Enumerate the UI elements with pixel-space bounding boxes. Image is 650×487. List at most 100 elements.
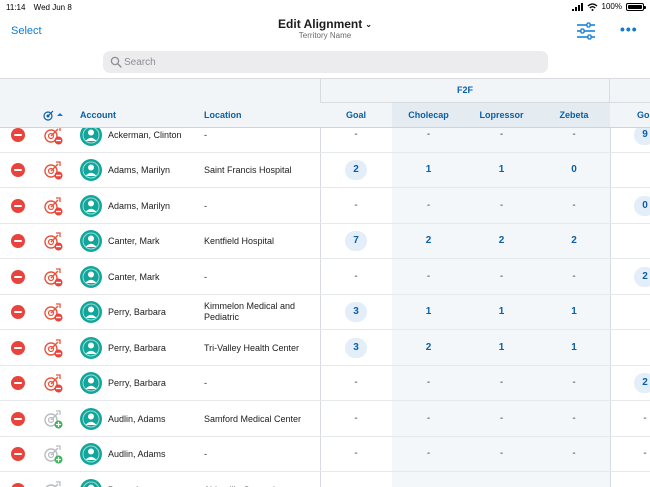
lopressor-value: - <box>499 412 504 424</box>
page-title[interactable]: Edit Alignment ⌄ <box>0 17 650 31</box>
lopressor-value: - <box>499 448 504 460</box>
remove-row-icon[interactable] <box>11 376 25 391</box>
select-button[interactable]: Select <box>11 25 42 37</box>
cholecap-value: 2 <box>425 341 432 353</box>
goal-badge[interactable] <box>345 160 367 181</box>
account-name[interactable]: Boyer, Lauren <box>108 485 164 487</box>
table-row[interactable]: Ackerman, Clinton - - - - - 9 <box>0 128 650 153</box>
table-row[interactable]: Canter, Mark Kentfield Hospital 7 2 2 2 <box>0 223 650 259</box>
table-row[interactable]: Perry, Barbara Tri-Valley Health Center 3 2… <box>0 330 650 366</box>
target-add-icon[interactable] <box>43 480 63 487</box>
location-name: Tri-Valley Health Center <box>204 342 300 353</box>
remove-row-icon[interactable] <box>11 269 25 284</box>
next-goal-value: 0 <box>642 199 648 211</box>
table-row[interactable]: Adams, Marilyn - - - - - 0 <box>0 188 650 224</box>
remove-row-icon[interactable] <box>11 482 25 487</box>
column-header-next-goal[interactable]: Go <box>637 110 650 120</box>
remove-row-icon[interactable] <box>11 340 25 355</box>
goal-value[interactable]: 3 <box>353 306 359 318</box>
column-header-account[interactable]: Account <box>80 110 116 120</box>
account-name[interactable]: Adams, Marilyn <box>108 165 171 176</box>
column-divider <box>320 188 321 223</box>
avatar-icon <box>80 336 102 359</box>
table-row[interactable]: Audlin, Adams Samford Medical Center - - - - - <box>0 401 650 437</box>
account-name[interactable]: Canter, Mark <box>108 236 160 247</box>
location-name: - <box>204 200 207 211</box>
chevron-down-icon: ⌄ <box>365 20 372 29</box>
goal-value[interactable]: - <box>321 484 391 487</box>
next-goal-badge[interactable] <box>634 195 650 216</box>
account-name[interactable]: Audlin, Adams <box>108 449 166 460</box>
search-bar[interactable] <box>103 51 548 73</box>
cholecap-value: - <box>426 270 431 282</box>
column-divider <box>610 188 611 223</box>
column-divider <box>320 223 321 258</box>
account-name[interactable]: Perry, Barbara <box>108 307 166 318</box>
goal-value[interactable]: 3 <box>353 341 359 353</box>
remove-row-icon[interactable] <box>11 163 25 178</box>
table-row[interactable]: Perry, Barbara - - - - - 2 <box>0 365 650 401</box>
goal-value[interactable]: 2 <box>353 164 359 176</box>
target-remove-icon[interactable] <box>43 302 63 322</box>
zebeta-value: - <box>572 448 576 460</box>
ellipsis-icon[interactable]: ••• <box>620 21 638 37</box>
target-remove-icon[interactable] <box>43 338 63 358</box>
target-add-icon[interactable] <box>43 444 63 464</box>
next-goal-value: - <box>643 412 647 424</box>
next-goal-badge[interactable] <box>634 266 650 287</box>
goal-badge[interactable] <box>345 337 367 358</box>
column-header-goal[interactable]: Goal <box>345 110 366 120</box>
table-body: Ackerman, Clinton - - - - -9 Adams, Marilyn Sai… <box>0 128 650 487</box>
cholecap-value: 1 <box>425 164 432 176</box>
sliders-icon[interactable] <box>576 22 596 40</box>
table-row[interactable]: Perry, Barbara Kimmelon Medical and Pedia… <box>0 294 650 330</box>
goal-value[interactable]: - <box>354 448 358 460</box>
remove-row-icon[interactable] <box>11 128 25 142</box>
target-add-icon[interactable] <box>43 409 63 429</box>
column-header-cholecap[interactable]: Cholecap <box>408 110 449 120</box>
remove-row-icon[interactable] <box>11 198 25 213</box>
table-row[interactable]: Canter, Mark - - - - - 2 <box>0 259 650 295</box>
next-goal-badge[interactable] <box>634 373 650 394</box>
account-name[interactable]: Audlin, Adams <box>108 413 166 424</box>
column-header-location[interactable]: Location <box>204 110 242 120</box>
table-row[interactable]: Boyer, LaurenAbbeville General----- <box>0 472 650 487</box>
column-header-lopressor[interactable]: Lopressor <box>479 110 524 120</box>
target-remove-icon[interactable] <box>43 160 63 180</box>
zebeta-value: 0 <box>571 164 577 176</box>
location-name: Kimmelon Medical and Pediatric <box>204 301 296 323</box>
table-row[interactable]: Audlin, Adams - - - - - - <box>0 436 650 472</box>
remove-row-icon[interactable] <box>11 305 25 320</box>
next-goal-value: - <box>643 448 647 460</box>
goal-value[interactable]: 7 <box>353 235 359 247</box>
goal-value[interactable]: - <box>354 199 358 211</box>
goal-badge[interactable] <box>345 302 367 323</box>
remove-row-icon[interactable] <box>11 447 25 462</box>
target-remove-icon[interactable] <box>43 267 63 287</box>
location-name: - <box>204 129 207 140</box>
next-goal-badge[interactable] <box>634 128 650 145</box>
goal-value[interactable]: - <box>354 377 358 389</box>
signal-icon <box>571 2 583 11</box>
account-name[interactable]: Perry, Barbara <box>108 342 166 353</box>
target-remove-icon[interactable] <box>43 373 63 393</box>
zebeta-value: - <box>538 484 610 487</box>
goal-value[interactable]: - <box>354 128 358 140</box>
table-row[interactable]: Adams, Marilyn Saint Francis Hospital 2 1 1 0 <box>0 152 650 188</box>
target-sort-icon[interactable] <box>43 109 65 121</box>
remove-row-icon[interactable] <box>11 234 25 249</box>
account-name[interactable]: Ackerman, Clinton <box>108 129 182 140</box>
goal-badge[interactable] <box>345 231 367 252</box>
target-remove-icon[interactable] <box>43 231 63 251</box>
account-name[interactable]: Adams, Marilyn <box>108 200 171 211</box>
column-header-zebeta[interactable]: Zebeta <box>559 110 589 120</box>
search-input[interactable] <box>124 54 524 70</box>
account-name[interactable]: Canter, Mark <box>108 271 160 282</box>
account-name[interactable]: Perry, Barbara <box>108 378 166 389</box>
goal-value[interactable]: - <box>354 412 358 424</box>
product-columns-shade <box>392 436 610 471</box>
target-remove-icon[interactable] <box>43 128 63 145</box>
target-remove-icon[interactable] <box>43 196 63 216</box>
goal-value[interactable]: - <box>354 270 358 282</box>
remove-row-icon[interactable] <box>11 411 25 426</box>
